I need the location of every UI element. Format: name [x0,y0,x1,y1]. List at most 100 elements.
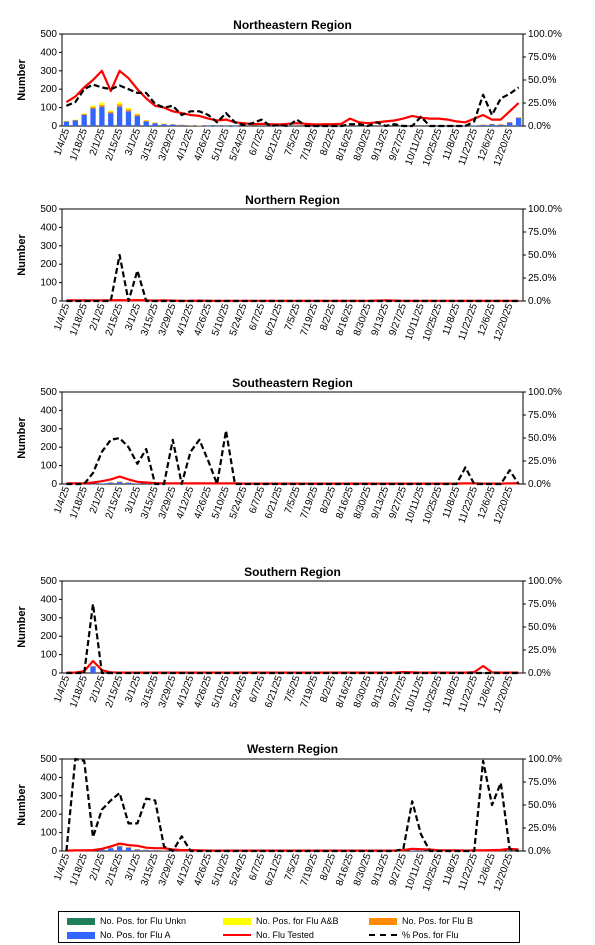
bar-segment [498,124,504,125]
bar-segment [81,113,87,115]
bar-segment [81,114,87,126]
y2-tick-label: 50.0% [528,800,556,811]
chart-title: Southeastern Region [232,376,353,390]
chart-legend: No. Pos. for Flu Unkn No. Pos. for Flu A… [58,911,520,943]
bar-segment [116,102,123,105]
y-tick-label: 200 [40,442,57,453]
y-tick-label: 200 [40,631,57,642]
bar-segment [143,120,149,121]
chart-panel-4: Western Region 0 100 200 300 400 500 0.0% 25.0% 5… [16,742,562,893]
bar-segment [90,105,96,108]
chart-title: Western Region [247,742,338,756]
y2-tick-label: 75.0% [528,777,556,788]
y-tick-label: 100 [40,103,57,114]
y2-tick-label: 100.0% [528,29,562,40]
legend-swatch-pct [369,934,397,936]
y-axis-title: Number [16,234,28,276]
bar-segment [99,106,105,126]
y-tick-label: 300 [40,613,57,624]
bar-segment [116,104,123,107]
bar-segment [170,124,176,126]
chart-title: Southern Region [244,565,341,579]
bar-segment [125,847,132,848]
y-tick-label: 0 [51,479,57,490]
bar-segment [134,849,141,850]
y2-tick-label: 0.0% [528,296,551,307]
chart-panel-3: Southern Region 0 100 200 300 400 500 0.0% 25.0%… [16,565,562,715]
bar-segment [125,482,132,483]
y-tick-label: 400 [40,47,57,58]
y2-tick-label: 25.0% [528,98,556,109]
y2-tick-label: 0.0% [528,121,551,132]
bar-segment [232,125,238,127]
bar-segment [205,125,211,127]
bar-segment [125,482,132,484]
bar-segment [515,117,522,118]
legend-label-flu-ab: No. Pos. for Flu A&B [256,916,339,926]
chart-panel-0: Northeastern Region 0 100 200 300 400 500 0.0% 2… [16,18,562,168]
bar-segment [161,123,167,124]
bar-segment [170,124,176,125]
legend-swatch-flu-unkn [67,917,95,925]
y-tick-label: 0 [51,846,57,857]
legend-label-flu-unkn: No. Pos. for Flu Unkn [100,916,187,926]
bar-segment [125,109,132,112]
bar-segment [480,124,486,126]
tested-line [66,659,519,674]
legend-label-pct: % Pos. for Flu [402,930,459,940]
y2-tick-label: 25.0% [528,823,556,834]
y-tick-label: 300 [40,791,57,802]
plot-area [61,758,524,852]
y2-tick-label: 100.0% [528,754,562,765]
y2-tick-label: 50.0% [528,75,556,86]
bar-segment [125,107,132,110]
y-tick-label: 0 [51,668,57,679]
percent-line [66,602,519,675]
bar-segment [108,110,114,112]
y-tick-label: 100 [40,650,57,661]
y-tick-label: 500 [40,29,57,40]
chart-panel-1: Northern Region 0 100 200 300 400 500 0.0% 25.0%… [16,193,562,343]
bar-segment [196,125,203,126]
bar-segment [99,102,105,105]
y-tick-label: 200 [40,84,57,95]
bar-segment [152,123,158,126]
bar-segment [116,481,123,483]
bar-segment [223,125,229,127]
y2-tick-label: 0.0% [528,668,551,679]
chart-panel-2: Southeastern Region 0 100 200 300 400 500 0.0% 2… [16,376,562,526]
percent-line [66,429,520,486]
y-tick-label: 0 [51,121,57,132]
bar-segment [116,481,123,484]
y2-tick-label: 100.0% [528,576,562,587]
bar-segment [99,483,105,484]
bar-segment [134,849,141,851]
percent-line [65,757,519,853]
bar-segment [507,850,513,851]
legend-swatch-flu-ab [223,917,251,925]
bar-segment [90,107,96,109]
legend-label-tested: No. Flu Tested [256,930,314,940]
bar-segment [480,124,486,126]
plot-area [61,208,524,302]
legend-item-flu-unkn: No. Pos. for Flu Unkn [67,914,186,928]
y2-tick-label: 100.0% [528,204,562,215]
y2-tick-label: 50.0% [528,622,556,633]
y-tick-label: 200 [40,809,57,820]
bar-segment [116,106,123,126]
tested-line [66,842,519,852]
bar-segment [471,125,477,126]
bar-segment [90,666,96,673]
bar-segment [143,121,149,126]
bar-segment [72,120,78,126]
bar-segment [489,123,495,125]
y2-tick-label: 75.0% [528,52,556,63]
y-tick-label: 200 [40,259,57,270]
bar-segment [108,113,114,126]
bar-segment [63,121,70,126]
bar-segment [99,849,105,851]
bar-segment [179,124,185,126]
bar-segment [214,125,220,127]
y-axis-title: Number [16,417,28,459]
